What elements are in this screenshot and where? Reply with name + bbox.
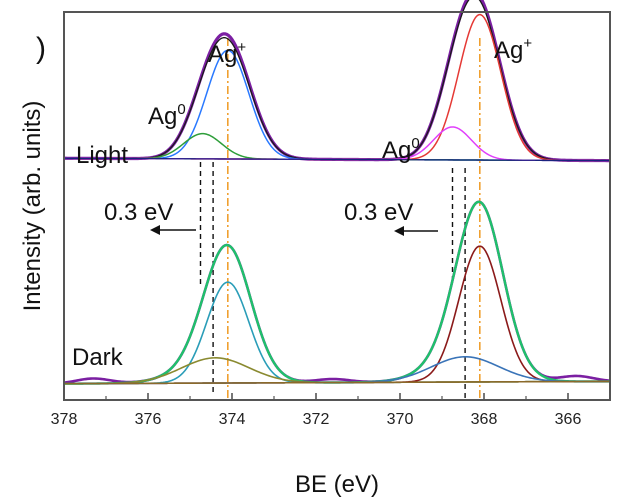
ag-zero-label-left: Ag0 (148, 101, 186, 130)
ag-zero-label-right-text: Ag (382, 137, 411, 164)
light-label: Light (76, 142, 128, 169)
y-axis-title: Intensity (arb. units) (19, 101, 46, 312)
shift-label-right: 0.3 eV (344, 199, 413, 226)
x-tick-label-374: 374 (219, 411, 246, 428)
ag-zero-label-left-text: Ag (148, 103, 177, 130)
ag-zero-label-right-sup: 0 (411, 135, 419, 152)
ag-plus-label-left-sup: + (237, 39, 246, 56)
reference-lines (199, 38, 481, 398)
spectra-curves (63, 0, 611, 385)
ag-plus-label-left-text: Ag (208, 41, 237, 68)
x-tick-label-378: 378 (51, 411, 78, 428)
x-tick-label-372: 372 (303, 411, 330, 428)
ag-plus-label-right-text: Ag (494, 37, 523, 64)
x-tick-label-376: 376 (135, 411, 162, 428)
ag-plus-label-left: Ag+ (208, 39, 246, 68)
series-light-6 (64, 157, 610, 162)
shift-arrowhead-left (150, 225, 160, 235)
series-dark-13 (64, 380, 610, 385)
shift-label-left: 0.3 eV (104, 199, 173, 226)
ag-zero-label-right: Ag0 (382, 135, 420, 164)
x-axis-title: BE (eV) (295, 471, 379, 498)
shift-arrowhead-right (394, 226, 404, 236)
x-axis-ticks: 378 376 374 372 370 368 366 (51, 393, 582, 428)
ag-plus-label-right: Ag+ (494, 35, 532, 64)
x-tick-label-366: 366 (555, 411, 582, 428)
x-tick-label-368: 368 (471, 411, 498, 428)
dark-label: Dark (72, 344, 124, 371)
x-tick-label-370: 370 (387, 411, 414, 428)
plot-frame (63, 11, 611, 401)
panel-letter: ) (36, 32, 46, 65)
ag-zero-label-left-sup: 0 (177, 101, 185, 118)
ag-plus-label-right-sup: + (523, 35, 532, 52)
